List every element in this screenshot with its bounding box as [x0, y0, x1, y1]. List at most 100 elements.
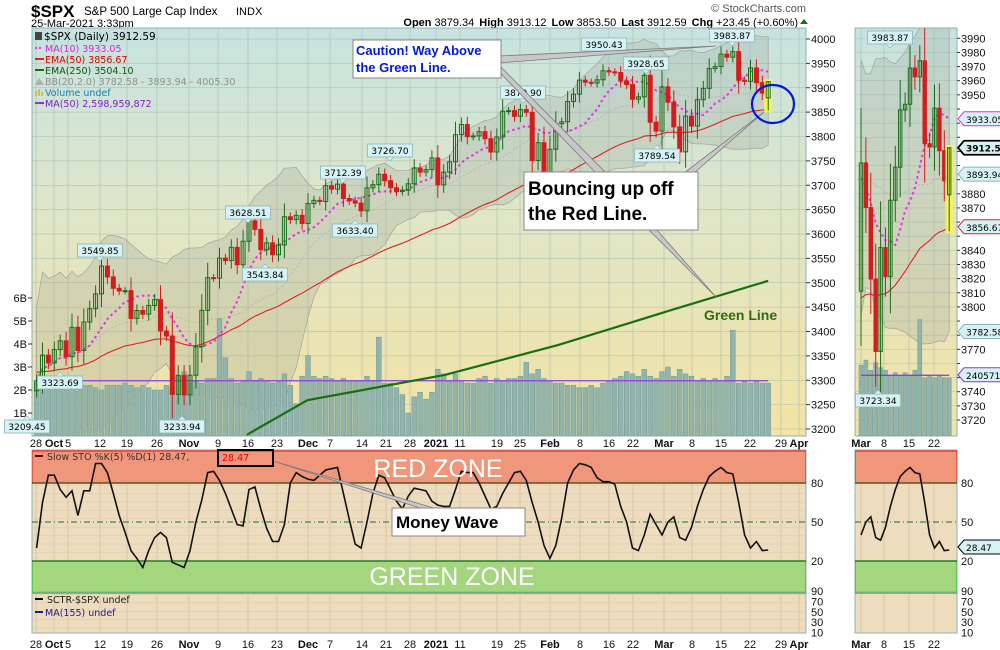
- x-tick-label: 22: [744, 639, 756, 650]
- volume-bar: [252, 380, 258, 436]
- x-tick-label: 8: [577, 639, 583, 650]
- volume-bar: [511, 378, 518, 436]
- volume-icon: [35, 89, 43, 96]
- sctr-tick-label: 70: [811, 596, 823, 608]
- x-tick-label: 2021: [424, 639, 448, 650]
- mini-y-tick-label: 3730: [961, 401, 985, 413]
- volume-bar: [505, 378, 512, 436]
- legend-volume: Volume undef: [45, 88, 111, 99]
- candle-body: [175, 374, 181, 395]
- price-tag: 3633.40: [336, 227, 373, 237]
- x-tick-label: 22: [627, 639, 639, 650]
- candle-body: [228, 246, 234, 262]
- value-tag: 28.47: [966, 544, 992, 554]
- volume-bar: [753, 380, 760, 436]
- candle-body: [624, 80, 630, 85]
- value-tag-box: [956, 139, 1000, 156]
- mini-low-tag: 3723.34: [859, 397, 896, 407]
- mini-y-tick-label: 3980: [961, 47, 985, 59]
- volume-bar: [352, 380, 358, 436]
- last-value: 3912.59: [647, 17, 687, 29]
- value-tag-box: [957, 219, 1000, 235]
- price-tag: 3628.51: [229, 209, 266, 219]
- volume-bar: [122, 382, 128, 436]
- volume-bar: [665, 366, 671, 436]
- candle-body: [441, 171, 447, 186]
- volume-bar: [618, 375, 624, 436]
- legend-ema250: EMA(250) 3504.10: [45, 66, 134, 77]
- candle-body: [868, 207, 873, 280]
- candle-body: [600, 70, 606, 81]
- candle-body: [447, 161, 453, 173]
- price-plot: [33, 35, 773, 436]
- volume-bar: [706, 380, 712, 436]
- money-wave-label: Money Wave: [396, 513, 498, 532]
- candle-body: [429, 157, 435, 171]
- candle-body: [217, 257, 222, 279]
- value-tag-box: [957, 111, 1000, 127]
- candle-body: [748, 67, 753, 82]
- price-tag: 3323.69: [41, 379, 78, 389]
- volume-bar: [446, 380, 453, 436]
- x-tick-label: 29: [775, 639, 787, 650]
- candle-body: [535, 142, 541, 161]
- volume-bar: [346, 380, 352, 436]
- candle-body: [87, 308, 93, 323]
- sctr-tick-label: 30: [961, 617, 973, 629]
- x-tick-label: Dec: [298, 639, 318, 650]
- mini-y-tick-label: 3880: [961, 189, 985, 201]
- volume-bar: [922, 377, 927, 436]
- volume-bar: [736, 382, 742, 436]
- price-tag: 3233.94: [163, 423, 200, 433]
- volume-bar: [240, 380, 246, 436]
- candle-body: [753, 67, 759, 84]
- candle-body: [912, 67, 918, 78]
- x-tick-label: 14: [356, 639, 368, 650]
- candle-body: [588, 81, 594, 84]
- volume-bar: [712, 378, 718, 436]
- candle-body: [388, 180, 394, 189]
- y-tick-label: 3850: [811, 107, 835, 119]
- volume-bar: [387, 382, 394, 436]
- ema250-line: [246, 279, 769, 436]
- volume-bar: [216, 318, 223, 436]
- candle-body: [700, 87, 706, 101]
- x-tick-label: 5: [65, 438, 71, 450]
- mini-x-tick-label: 15: [903, 639, 915, 650]
- candle-body: [382, 173, 388, 182]
- green-zone: [855, 560, 957, 594]
- x-tick-label: 12: [94, 438, 106, 450]
- last-label: Last: [621, 17, 644, 29]
- x-tick-label: 11: [454, 438, 465, 450]
- volume-bar: [594, 387, 600, 436]
- volume-bar: [275, 380, 282, 436]
- x-tick-label: 8: [689, 639, 695, 650]
- price-tags: 3209.45 3323.69 3549.85 3233.94 3628.51 3543.…: [4, 28, 1000, 555]
- mini-y-tick-label: 3870: [961, 203, 985, 215]
- candle-body: [858, 162, 864, 292]
- x-tick-label: 16: [242, 639, 254, 650]
- y-tick-label: 3600: [811, 229, 835, 241]
- candle-body: [736, 51, 742, 81]
- y-tick-label: 3950: [811, 58, 835, 70]
- stoch-tick-label: 80: [811, 478, 823, 490]
- volume-bar: [393, 387, 400, 436]
- x-tick-label: Apr: [790, 438, 810, 450]
- volume-bar: [488, 382, 494, 436]
- candle-body: [683, 115, 689, 153]
- x-tick-label: 15: [715, 438, 727, 450]
- ema50-line: [36, 108, 769, 373]
- candle-body: [104, 265, 110, 278]
- caution-callout: Caution! Way Above the Green Line.: [352, 39, 502, 79]
- volume-bar: [382, 382, 388, 436]
- candle-body: [152, 299, 158, 306]
- volume-bar: [937, 375, 942, 436]
- volume-bar: [75, 387, 81, 436]
- sctr-tick-label: 10: [811, 628, 823, 640]
- candle-body: [494, 136, 500, 153]
- candle-body: [75, 326, 81, 352]
- price-tag-pointer: [22, 415, 32, 421]
- mini-y-tick-label: 3840: [961, 245, 985, 257]
- y-tick-label: 3450: [811, 302, 835, 314]
- green-zone: [32, 560, 806, 594]
